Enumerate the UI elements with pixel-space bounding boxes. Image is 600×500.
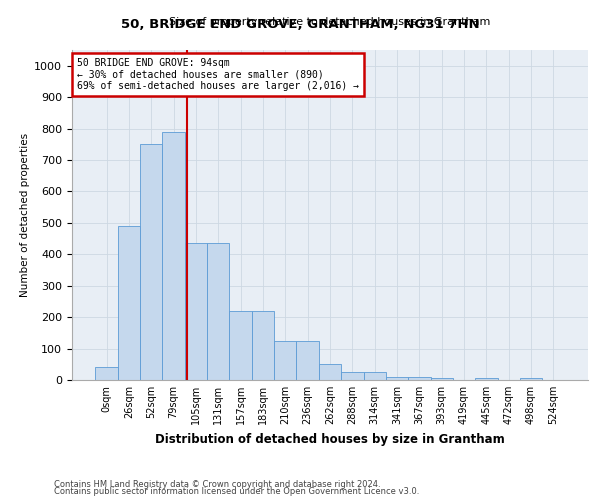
Bar bbox=[408, 377, 431, 380]
X-axis label: Distribution of detached houses by size in Grantham: Distribution of detached houses by size … bbox=[155, 432, 505, 446]
Bar bbox=[319, 364, 341, 380]
Bar bbox=[364, 372, 386, 380]
Y-axis label: Number of detached properties: Number of detached properties bbox=[20, 133, 30, 297]
Bar bbox=[185, 244, 207, 380]
Bar bbox=[341, 372, 364, 380]
Bar bbox=[140, 144, 163, 380]
Bar bbox=[475, 378, 497, 380]
Text: Contains public sector information licensed under the Open Government Licence v3: Contains public sector information licen… bbox=[54, 488, 419, 496]
Bar bbox=[207, 244, 229, 380]
Title: Size of property relative to detached houses in Grantham: Size of property relative to detached ho… bbox=[169, 17, 491, 27]
Bar bbox=[229, 311, 252, 380]
Bar bbox=[252, 311, 274, 380]
Bar bbox=[274, 340, 296, 380]
Text: Contains HM Land Registry data © Crown copyright and database right 2024.: Contains HM Land Registry data © Crown c… bbox=[54, 480, 380, 489]
Bar bbox=[118, 226, 140, 380]
Text: 50, BRIDGE END GROVE, GRANTHAM, NG31 7HN: 50, BRIDGE END GROVE, GRANTHAM, NG31 7HN bbox=[121, 18, 479, 30]
Bar bbox=[95, 368, 118, 380]
Bar bbox=[296, 340, 319, 380]
Text: 50 BRIDGE END GROVE: 94sqm
← 30% of detached houses are smaller (890)
69% of sem: 50 BRIDGE END GROVE: 94sqm ← 30% of deta… bbox=[77, 58, 359, 92]
Bar bbox=[163, 132, 185, 380]
Bar bbox=[431, 378, 453, 380]
Bar bbox=[386, 377, 408, 380]
Bar bbox=[520, 378, 542, 380]
